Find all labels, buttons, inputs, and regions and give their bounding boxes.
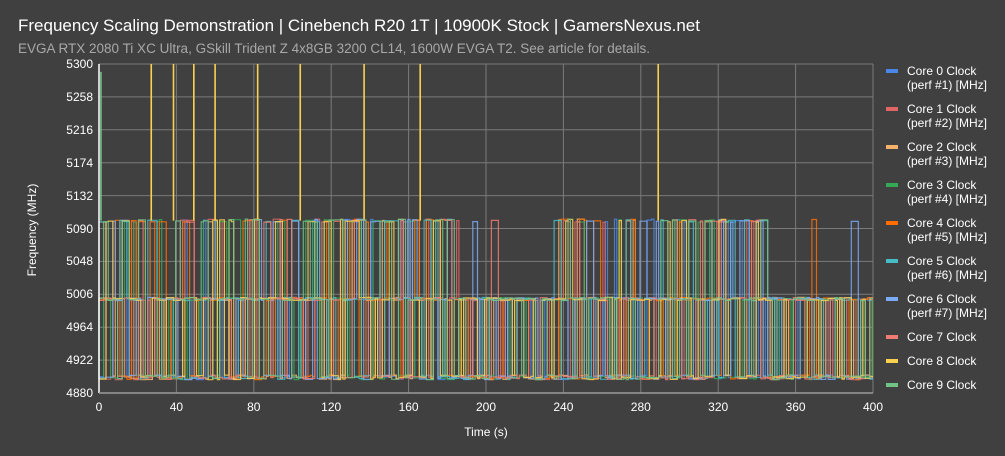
x-tick-label: 200 [475, 400, 497, 414]
series-line-core-9 [98, 218, 873, 381]
legend-item[interactable]: Core 7 Clock [886, 330, 1001, 344]
axes [98, 64, 873, 394]
x-tick-label: 320 [708, 400, 729, 414]
legend-swatch-icon [886, 183, 898, 187]
y-tick-label: 5216 [66, 122, 93, 137]
y-tick-label: 5174 [66, 155, 93, 170]
series-lines [98, 64, 873, 381]
legend-item[interactable]: Core 1 Clock (perf #2) [MHz] [886, 102, 1001, 130]
y-tick-label: 5258 [66, 89, 93, 104]
legend-item[interactable]: Core 0 Clock (perf #1) [MHz] [886, 64, 1001, 92]
legend-label-unit: (perf #5) [MHz] [907, 230, 988, 244]
y-tick-label: 5006 [66, 287, 93, 302]
legend-swatch-icon [886, 359, 898, 363]
legend-label: Core 1 Clock [907, 102, 977, 116]
legend-label: Core 5 Clock [907, 254, 977, 268]
x-tick-label: 0 [95, 400, 103, 414]
legend-label: Core 4 Clock [907, 216, 977, 230]
x-tick-label: 160 [398, 400, 419, 414]
legend: Core 0 Clock (perf #1) [MHz] Core 1 Clock(… [886, 64, 1001, 402]
legend-swatch-icon [886, 221, 898, 225]
legend-swatch-icon [886, 107, 898, 111]
y-tick-label: 5090 [66, 221, 93, 236]
legend-item[interactable]: Core 9 Clock [886, 378, 1001, 392]
legend-item[interactable]: Core 3 Clock (perf #4) [MHz] [886, 178, 1001, 206]
legend-item[interactable]: Core 2 Clock (perf #3) [MHz] [886, 140, 1001, 168]
legend-label-unit: (perf #1) [MHz] [907, 78, 988, 92]
y-tick-label: 4922 [66, 353, 93, 368]
legend-swatch-icon [886, 145, 898, 149]
y-tick-label: 5300 [66, 57, 93, 71]
legend-item[interactable]: Core 6 Clock (perf #7) [MHz] [886, 292, 1001, 320]
legend-label-unit: (perf #7) [MHz] [907, 306, 988, 320]
y-tick-label: 5048 [66, 254, 93, 269]
x-tick-label: 80 [247, 400, 261, 414]
x-tick-label: 400 [862, 400, 884, 414]
x-tick-label: 280 [630, 400, 651, 414]
y-tick-label: 4880 [66, 386, 93, 400]
legend-item[interactable]: Core 5 Clock (perf #6) [MHz] [886, 254, 1001, 282]
x-tick-label: 360 [785, 400, 806, 414]
legend-label: Core 0 Clock [907, 64, 977, 78]
legend-label: Core 2 Clock [907, 140, 977, 154]
legend-item[interactable]: Core 8 Clock [886, 354, 1001, 368]
x-tick-label: 40 [169, 400, 184, 414]
x-axis-label: Time (s) [464, 425, 508, 439]
legend-swatch-icon [886, 335, 898, 339]
legend-swatch-icon [886, 297, 898, 301]
legend-item[interactable]: Core 4 Clock (perf #5) [MHz] [886, 216, 1001, 244]
chart-title: Frequency Scaling Demonstration | Cinebe… [18, 16, 700, 35]
x-tick-label: 240 [553, 400, 574, 414]
legend-label: Core 6 Clock [907, 292, 977, 306]
legend-label-unit: (perf #6) [MHz] [907, 268, 988, 282]
legend-swatch-icon [886, 259, 898, 263]
legend-label-unit: (perf #2) [MHz] [907, 116, 988, 130]
legend-label: Core 3 Clock [907, 178, 977, 192]
series-line-core-7 [98, 218, 873, 381]
legend-label-unit: (perf #3) [MHz] [907, 154, 988, 168]
chart-subtitle: EVGA RTX 2080 Ti XC Ultra, GSkill Triden… [18, 41, 651, 56]
legend-label: Core 9 Clock [907, 378, 977, 392]
x-tick-label: 120 [321, 400, 342, 414]
legend-label: Core 8 Clock [907, 354, 977, 368]
legend-swatch-icon [886, 383, 898, 387]
legend-label: Core 7 Clock [907, 330, 977, 344]
legend-label-unit: (perf #4) [MHz] [907, 192, 988, 206]
legend-swatch-icon [886, 69, 898, 73]
y-tick-label: 5132 [66, 188, 93, 203]
y-tick-label: 4964 [66, 320, 93, 335]
